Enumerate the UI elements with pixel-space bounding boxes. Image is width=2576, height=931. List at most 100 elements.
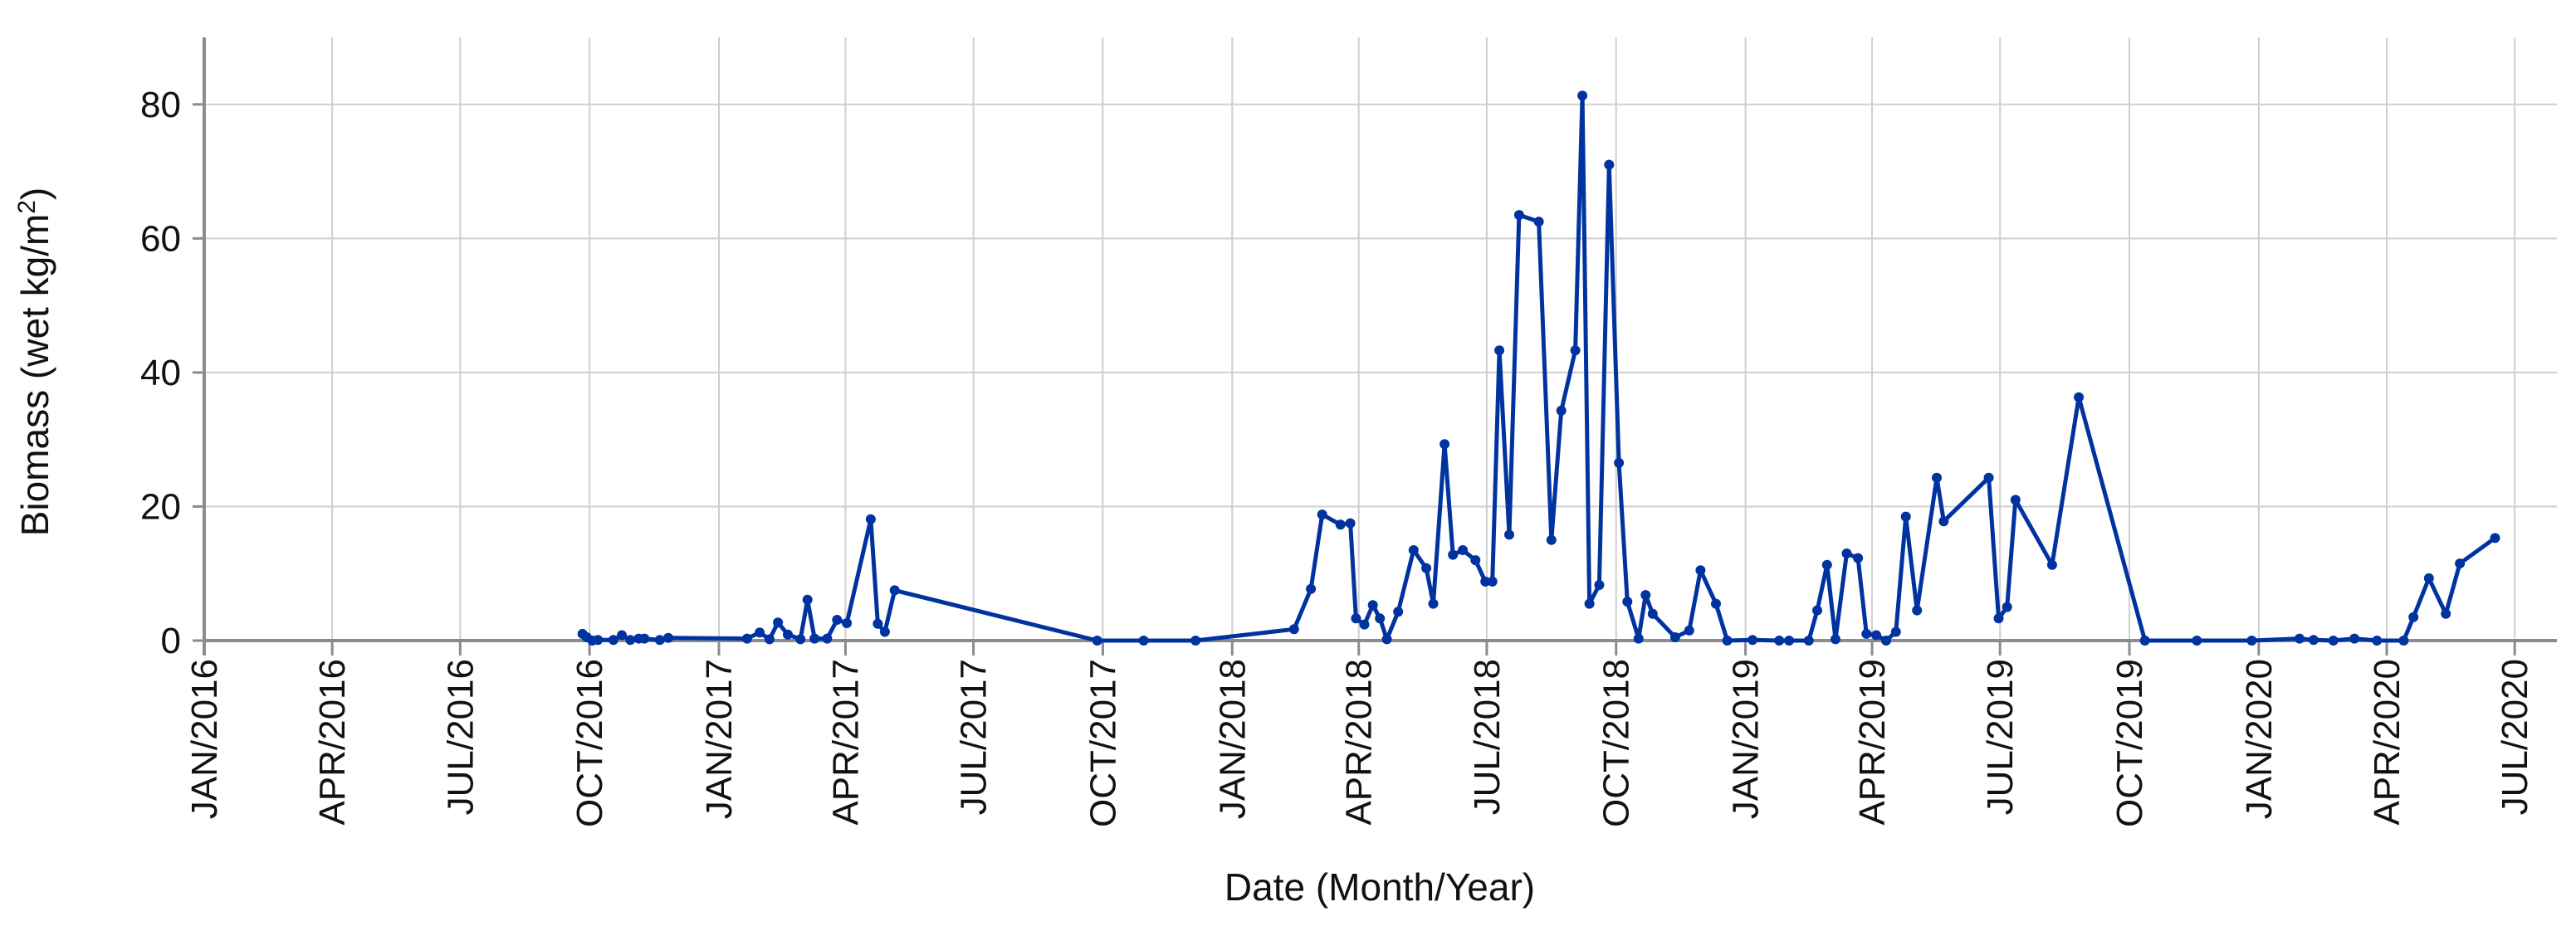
data-point-3: [593, 635, 604, 646]
data-point-47: [1480, 576, 1491, 587]
data-point-33: [1345, 518, 1356, 529]
data-point-52: [1533, 217, 1544, 227]
data-point-22: [865, 514, 876, 524]
data-point-80: [1871, 630, 1882, 641]
data-point-84: [1912, 605, 1923, 616]
data-point-65: [1669, 632, 1680, 642]
data-point-94: [2192, 636, 2202, 646]
data-point-29: [1288, 624, 1299, 635]
x-tick-label-5: APR/2017: [825, 659, 866, 826]
data-point-15: [783, 629, 793, 640]
data-point-99: [2349, 633, 2360, 644]
data-point-71: [1774, 636, 1785, 646]
data-point-98: [2328, 636, 2339, 646]
x-tick-label-6: JUL/2017: [954, 659, 995, 815]
y-axis-title: Biomass (wet kg/m2): [13, 188, 57, 537]
data-point-44: [1448, 549, 1459, 560]
data-point-59: [1604, 159, 1615, 170]
data-point-46: [1470, 555, 1481, 566]
data-point-10: [663, 632, 673, 643]
data-point-106: [2490, 533, 2500, 543]
data-point-57: [1584, 598, 1595, 609]
data-point-34: [1351, 613, 1361, 624]
data-point-73: [1803, 636, 1814, 646]
data-point-58: [1594, 580, 1605, 590]
data-point-83: [1900, 511, 1911, 522]
data-point-89: [2002, 602, 2012, 612]
data-point-9: [654, 635, 665, 646]
y-tick-label-1: 20: [140, 486, 181, 527]
data-point-63: [1640, 590, 1651, 601]
y-tick-label-3: 60: [140, 218, 181, 259]
x-tick-label-1: APR/2016: [312, 659, 353, 826]
data-point-103: [2423, 573, 2434, 583]
data-point-69: [1722, 636, 1733, 646]
data-point-93: [2139, 636, 2150, 646]
data-point-66: [1684, 625, 1694, 636]
y-tick-label-2: 40: [140, 353, 181, 393]
data-point-77: [1841, 548, 1852, 558]
biomass-line: [580, 93, 2497, 643]
data-point-67: [1695, 565, 1706, 576]
data-point-62: [1633, 633, 1644, 644]
data-point-86: [1938, 516, 1949, 527]
data-point-4: [608, 635, 618, 646]
data-point-37: [1375, 613, 1386, 624]
data-point-101: [2398, 636, 2409, 646]
data-point-92: [2074, 392, 2085, 402]
data-point-27: [1138, 636, 1149, 646]
y-tick-label-4: 80: [140, 85, 181, 125]
data-point-32: [1335, 519, 1346, 530]
y-axis-title-main: Biomass (wet kg/m: [13, 214, 56, 537]
data-point-64: [1647, 608, 1658, 619]
data-point-49: [1494, 345, 1505, 356]
data-point-5: [617, 630, 628, 641]
data-point-87: [1983, 472, 1994, 483]
data-point-88: [1993, 613, 2004, 624]
x-tick-label-4: JAN/2017: [699, 659, 740, 819]
data-point-41: [1421, 563, 1432, 573]
data-point-95: [2246, 636, 2257, 646]
x-tick-label-10: JUL/2018: [1467, 659, 1508, 815]
data-point-6: [625, 635, 636, 646]
data-point-68: [1711, 598, 1721, 609]
data-point-70: [1747, 635, 1758, 646]
x-tick-label-13: APR/2019: [1852, 659, 1893, 826]
x-tick-label-9: APR/2018: [1339, 659, 1380, 826]
data-point-35: [1359, 619, 1370, 630]
data-point-105: [2455, 558, 2466, 569]
x-tick-label-17: APR/2020: [2367, 659, 2407, 826]
axes: [193, 37, 2557, 656]
data-point-18: [809, 633, 820, 644]
data-point-11: [741, 633, 752, 644]
data-point-14: [773, 617, 784, 628]
data-point-102: [2408, 612, 2419, 622]
data-point-56: [1577, 90, 1588, 101]
x-tick-label-16: JAN/2020: [2239, 659, 2280, 819]
data-point-16: [795, 634, 806, 645]
x-axis-title: Date (Month/Year): [1224, 865, 1535, 909]
x-tick-label-2: JUL/2016: [440, 659, 481, 815]
data-point-85: [1932, 472, 1942, 483]
data-point-74: [1812, 605, 1822, 616]
x-tick-label-8: JAN/2018: [1212, 659, 1253, 819]
data-point-19: [822, 633, 833, 644]
data-point-40: [1408, 545, 1419, 555]
data-point-75: [1821, 559, 1832, 570]
data-point-30: [1306, 583, 1317, 594]
x-tick-label-15: OCT/2019: [2109, 659, 2150, 827]
data-point-36: [1367, 600, 1378, 611]
gridlines: [203, 37, 2557, 641]
x-tick-label-3: OCT/2016: [569, 659, 610, 827]
data-point-25: [889, 585, 900, 596]
data-point-8: [639, 633, 650, 644]
data-point-61: [1622, 597, 1633, 607]
data-point-42: [1428, 598, 1439, 609]
data-point-53: [1546, 534, 1557, 545]
data-point-50: [1504, 529, 1514, 540]
data-point-13: [765, 634, 775, 645]
data-point-26: [1092, 636, 1102, 646]
y-axis-title-end: ): [13, 188, 56, 200]
data-point-38: [1381, 634, 1392, 645]
